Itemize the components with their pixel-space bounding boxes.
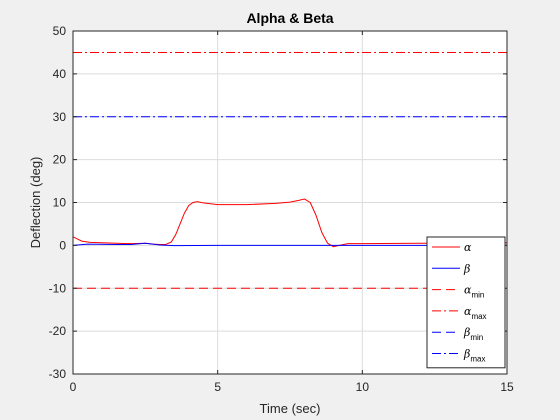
chart-title: Alpha & Beta <box>246 10 333 26</box>
series-line-1 <box>72 242 507 247</box>
y-tick-label: -30 <box>49 367 67 381</box>
legend-box <box>426 236 506 369</box>
legend-entry: β <box>463 262 470 275</box>
y-tick-label: 30 <box>53 110 67 124</box>
x-tick-label: 15 <box>500 380 514 394</box>
y-tick-label: 20 <box>53 153 67 167</box>
x-tick-label: 10 <box>356 380 370 394</box>
x-axis-label: Time (sec) <box>260 401 321 416</box>
y-tick-label: 40 <box>53 67 67 81</box>
y-tick-label: 50 <box>53 24 67 38</box>
x-tick-label: 0 <box>70 380 77 394</box>
y-axis-label: Deflection (deg) <box>28 157 43 249</box>
y-tick-label: 10 <box>53 196 67 210</box>
y-tick-label: -10 <box>49 281 67 295</box>
x-tick-label: 5 <box>214 380 221 394</box>
y-tick-label: 0 <box>59 238 66 252</box>
series-line-0 <box>72 198 508 248</box>
legend-entry: α <box>464 241 472 254</box>
ticks: 0 5 10 15 -30 -20 -10 0 10 20 30 40 50 <box>49 24 514 394</box>
y-tick-label: -20 <box>49 324 67 338</box>
